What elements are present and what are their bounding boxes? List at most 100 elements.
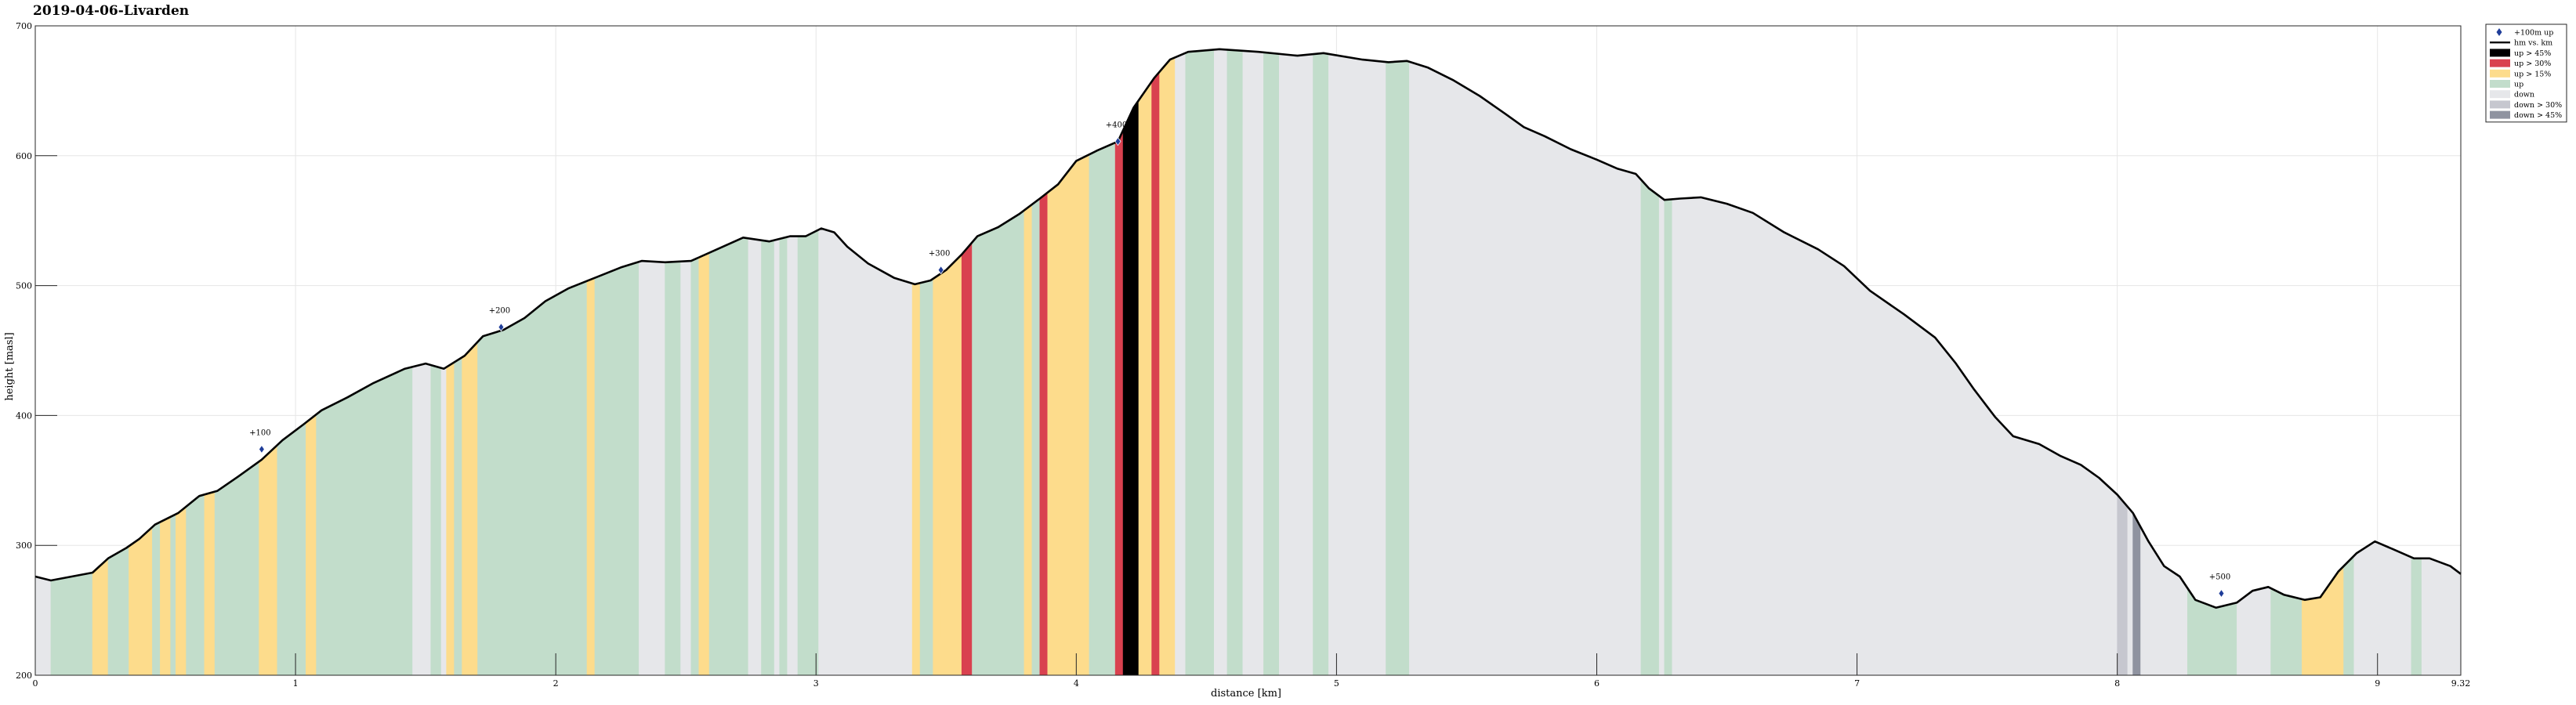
legend-entry-label: up > 45% — [2514, 49, 2551, 58]
elevation-marker — [258, 444, 265, 454]
segment-down — [2127, 506, 2133, 676]
y-tick-label: 300 — [16, 540, 32, 551]
segment-up — [1031, 197, 1041, 676]
legend-entry-label: up > 15% — [2514, 70, 2551, 78]
elevation-marker-label: +300 — [929, 250, 950, 258]
segment-up — [919, 278, 934, 676]
legend-swatch-patch — [2490, 100, 2510, 109]
y-axis-label: height [masl] — [4, 332, 16, 400]
segment-up — [2343, 555, 2355, 676]
segment-up-15 — [1024, 204, 1033, 676]
segment-up — [972, 209, 1025, 676]
segment-up-15 — [204, 491, 216, 676]
segment-up-15 — [462, 341, 478, 676]
x-tick-label: 3 — [813, 678, 819, 689]
legend-swatch-patch — [2490, 110, 2510, 119]
x-tick-label: 7 — [1854, 678, 1860, 689]
segment-up — [430, 364, 442, 676]
elevation-marker-label: +200 — [489, 307, 510, 316]
y-tick-label: 600 — [16, 151, 32, 161]
legend-swatch-patch — [2490, 90, 2510, 99]
elevation-marker-label: +100 — [249, 429, 270, 438]
segment-down-45 — [2132, 512, 2141, 676]
segment-up — [2270, 588, 2302, 676]
segment-up — [152, 521, 161, 676]
segment-down — [1175, 52, 1187, 676]
legend-entry-label: down > 30% — [2514, 101, 2562, 110]
legend-swatch-marker — [2496, 28, 2502, 36]
segment-up — [1185, 49, 1215, 676]
x-tick-label: 0 — [33, 678, 38, 689]
segment-down — [639, 260, 665, 676]
legend-entry-label: up > 30% — [2514, 60, 2551, 68]
profile-line — [34, 48, 2462, 609]
legend-entry-label: down — [2514, 91, 2534, 99]
segment-up-15 — [586, 277, 596, 676]
x-tick-label: 6 — [1594, 678, 1600, 689]
segment-down — [34, 576, 52, 676]
segment-up-15 — [933, 273, 941, 676]
legend-entry-label: +100m up — [2514, 29, 2553, 38]
segment-up — [797, 229, 819, 676]
segment-down — [1658, 195, 1665, 676]
segment-up-15 — [306, 414, 317, 676]
legend-entry-label: down > 45% — [2514, 111, 2562, 120]
segment-up — [107, 545, 129, 676]
segment-down — [818, 228, 913, 676]
segment-up-30 — [961, 241, 973, 676]
segment-up-15 — [92, 558, 109, 676]
elevation-marker — [1114, 136, 1121, 146]
elevation-marker-label: +500 — [2209, 573, 2230, 582]
segment-up-30 — [1114, 130, 1124, 676]
segment-up-15 — [446, 361, 455, 676]
segment-up — [1386, 60, 1410, 676]
segment-up — [50, 572, 93, 676]
segment-up-15 — [160, 516, 172, 676]
segment-up — [1664, 198, 1673, 676]
segment-up — [1313, 52, 1329, 676]
segment-up — [1226, 49, 1244, 676]
segment-down — [748, 237, 762, 676]
segment-up-15 — [698, 252, 710, 676]
segment-up — [214, 461, 259, 676]
segment-up — [1089, 142, 1116, 676]
segment-up — [690, 257, 700, 676]
legend-swatch-patch — [2490, 69, 2510, 78]
x-tick-label: 2 — [553, 678, 559, 689]
segment-up-15 — [1047, 154, 1090, 676]
segment-up-15 — [911, 282, 921, 676]
segment-up-15 — [175, 506, 187, 676]
segment-up — [186, 494, 205, 676]
x-tick-label: 8 — [2114, 678, 2120, 689]
segment-up-15 — [1138, 81, 1152, 676]
x-tick-label: 4 — [1074, 678, 1079, 689]
segment-up — [316, 366, 413, 676]
segment-up — [594, 261, 639, 676]
legend-swatch-patch — [2490, 80, 2510, 88]
segment-up-30 — [1151, 70, 1160, 676]
segment-up — [1640, 179, 1660, 676]
segment-down — [1213, 49, 1228, 676]
y-tick-label: 400 — [16, 410, 32, 421]
segment-down-30 — [2117, 494, 2129, 676]
x-axis-label: distance [km] — [1211, 688, 1281, 700]
elevation-marker — [937, 266, 944, 275]
segment-up — [708, 237, 749, 676]
segment-up — [477, 280, 588, 676]
segment-down — [774, 238, 781, 676]
legend-entry-label: hm vs. km — [2514, 39, 2552, 48]
segment-down — [412, 363, 432, 676]
segment-up-30 — [1039, 192, 1049, 676]
segment-down — [2237, 586, 2271, 676]
segment-up-15 — [129, 526, 153, 676]
y-tick-label: 200 — [16, 671, 32, 681]
chart-title: 2019-04-06-Livarden — [33, 3, 189, 19]
legend-swatch-patch — [2490, 49, 2510, 57]
segment-up — [665, 261, 681, 676]
segment-down — [1242, 50, 1264, 676]
y-tick-label: 700 — [16, 21, 32, 31]
x-tick-label: 5 — [1334, 678, 1339, 689]
segment-up — [1263, 52, 1280, 676]
segment-up — [761, 240, 775, 676]
